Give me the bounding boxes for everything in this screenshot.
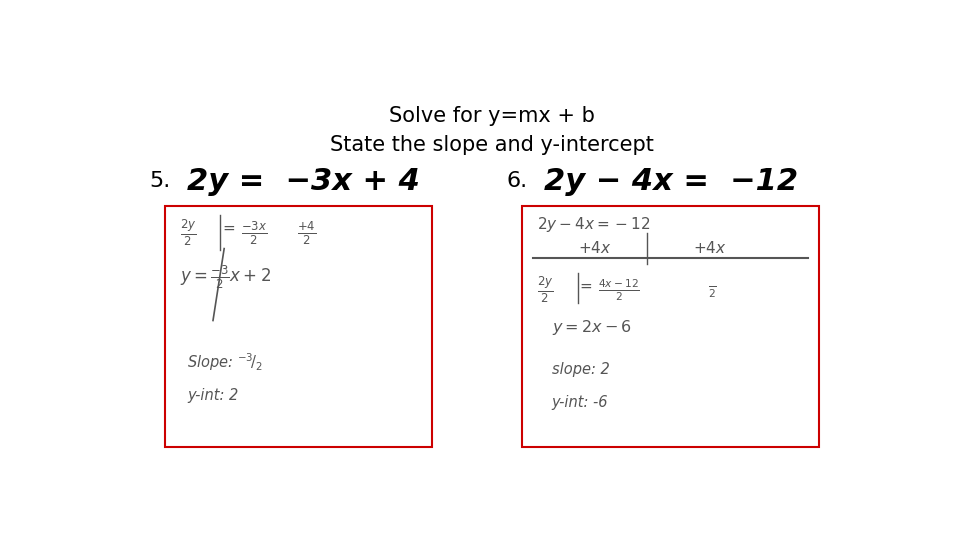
Text: Slope: $^{-3}\!/_{2}$: Slope: $^{-3}\!/_{2}$ <box>187 351 263 373</box>
Text: State the slope and y-intercept: State the slope and y-intercept <box>330 136 654 156</box>
Text: 5.: 5. <box>150 171 171 191</box>
Text: 2y − 4x =  −12: 2y − 4x = −12 <box>544 167 798 195</box>
Text: Solve for y=mx + b: Solve for y=mx + b <box>389 106 595 126</box>
Text: $2y - 4x = -12$: $2y - 4x = -12$ <box>537 215 650 234</box>
Text: $\frac{-3x}{2}$: $\frac{-3x}{2}$ <box>241 219 268 247</box>
Text: $y = \frac{-3}{2}x + 2$: $y = \frac{-3}{2}x + 2$ <box>180 263 271 291</box>
Text: 2y =  −3x + 4: 2y = −3x + 4 <box>187 167 420 195</box>
Text: slope: 2: slope: 2 <box>551 362 610 377</box>
Text: $\frac{4x - 12}{2}$: $\frac{4x - 12}{2}$ <box>598 278 640 303</box>
Text: $\frac{\,}{2}$: $\frac{\,}{2}$ <box>708 283 716 300</box>
Text: 6.: 6. <box>507 171 528 191</box>
Text: y-int: -6: y-int: -6 <box>551 395 608 410</box>
Text: =: = <box>580 279 592 294</box>
Text: $\frac{2y}{2}$: $\frac{2y}{2}$ <box>180 218 196 248</box>
Text: y-int: 2: y-int: 2 <box>187 388 238 403</box>
Text: $\frac{+4}{2}$: $\frac{+4}{2}$ <box>297 219 316 247</box>
Text: $+4x$: $+4x$ <box>693 240 727 256</box>
Text: $y = 2x - 6$: $y = 2x - 6$ <box>551 318 632 337</box>
Text: $\frac{2y}{2}$: $\frac{2y}{2}$ <box>537 275 553 305</box>
Text: $+4x$: $+4x$ <box>578 240 612 256</box>
Text: =: = <box>223 221 235 235</box>
